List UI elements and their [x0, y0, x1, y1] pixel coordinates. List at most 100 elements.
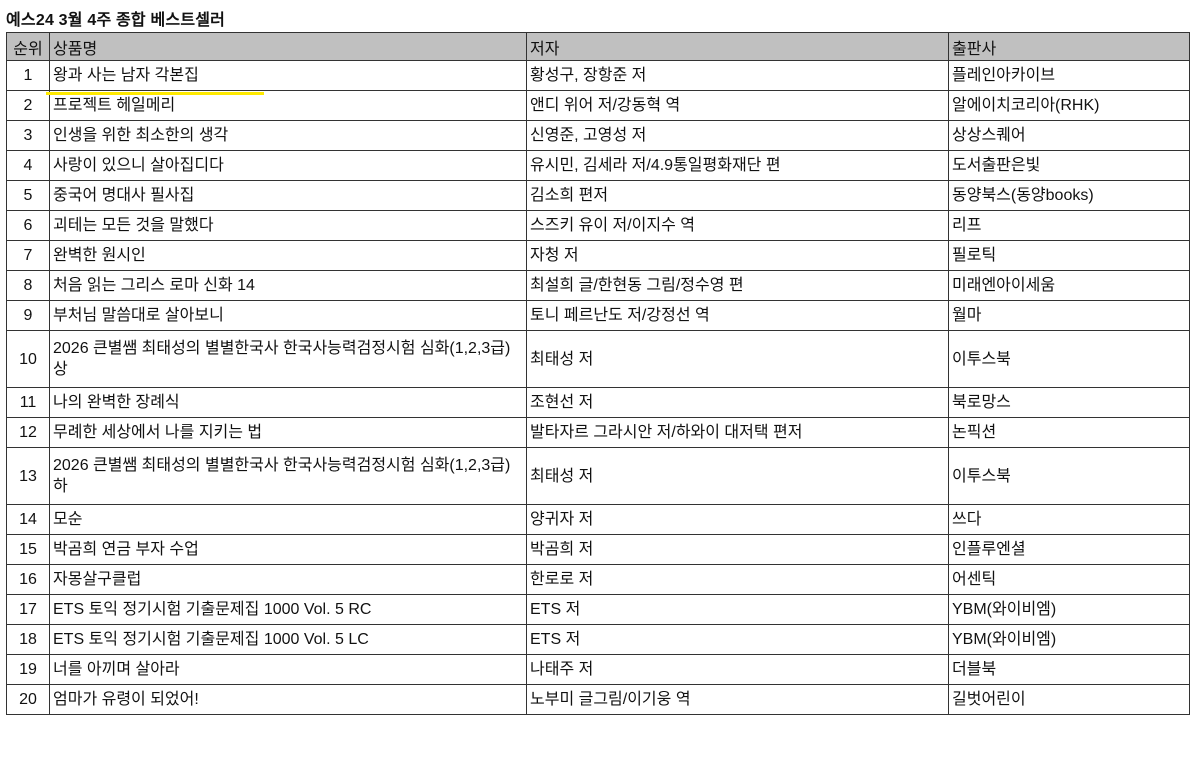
publisher-cell: 이투스북	[948, 447, 1190, 505]
author-cell: 최태성 저	[526, 447, 949, 505]
table-row: 10 2026 큰별쌤 최태성의 별별한국사 한국사능력검정시험 심화(1,2,3…	[6, 330, 1190, 388]
publisher-cell: 월마	[948, 300, 1190, 331]
rank-cell: 20	[6, 684, 50, 715]
table-row: 4 사랑이 있으니 살아집디다 유시민, 김세라 저/4.9통일평화재단 편 도서출판…	[6, 150, 1190, 181]
rank-cell: 18	[6, 624, 50, 655]
rank-cell: 8	[6, 270, 50, 301]
column-header-publisher: 출판사	[948, 32, 1190, 61]
table-row: 1 왕과 사는 남자 각본집 황성구, 장항준 저 플레인아카이브	[6, 60, 1190, 91]
publisher-cell: 알에이치코리아(RHK)	[948, 90, 1190, 121]
highlight-underline	[46, 92, 264, 95]
title-cell: 인생을 위한 최소한의 생각	[49, 120, 527, 151]
title-cell: 모순	[49, 504, 527, 535]
title-cell: ETS 토익 정기시험 기출문제집 1000 Vol. 5 RC	[49, 594, 527, 625]
author-cell: 앤디 위어 저/강동혁 역	[526, 90, 949, 121]
publisher-cell: 동양북스(동양books)	[948, 180, 1190, 211]
rank-cell: 3	[6, 120, 50, 151]
title-cell: 나의 완벽한 장례식	[49, 387, 527, 418]
title-cell: 사랑이 있으니 살아집디다	[49, 150, 527, 181]
table-row: 5 중국어 명대사 필사집 김소희 편저 동양북스(동양books)	[6, 180, 1190, 211]
title-cell: 너를 아끼며 살아라	[49, 654, 527, 685]
author-cell: 신영준, 고영성 저	[526, 120, 949, 151]
author-cell: 김소희 편저	[526, 180, 949, 211]
table-row: 15 박곰희 연금 부자 수업 박곰희 저 인플루엔셜	[6, 534, 1190, 565]
author-cell: ETS 저	[526, 594, 949, 625]
rank-cell: 13	[6, 447, 50, 505]
publisher-cell: 쓰다	[948, 504, 1190, 535]
publisher-cell: 더블북	[948, 654, 1190, 685]
bestseller-table: 순위 상품명 저자 출판사 1 왕과 사는 남자 각본집 황성구, 장항준 저 플레인…	[6, 32, 1190, 715]
publisher-cell: YBM(와이비엠)	[948, 624, 1190, 655]
publisher-cell: 상상스퀘어	[948, 120, 1190, 151]
rank-cell: 17	[6, 594, 50, 625]
column-header-author: 저자	[526, 32, 949, 61]
rank-cell: 14	[6, 504, 50, 535]
column-header-rank: 순위	[6, 32, 50, 61]
author-cell: 양귀자 저	[526, 504, 949, 535]
author-cell: 최설희 글/한현동 그림/정수영 편	[526, 270, 949, 301]
author-cell: 스즈키 유이 저/이지수 역	[526, 210, 949, 241]
title-cell: 처음 읽는 그리스 로마 신화 14	[49, 270, 527, 301]
table-row: 2 프로젝트 헤일메리 앤디 위어 저/강동혁 역 알에이치코리아(RHK)	[6, 90, 1190, 121]
rank-cell: 7	[6, 240, 50, 271]
publisher-cell: 길벗어린이	[948, 684, 1190, 715]
rank-cell: 19	[6, 654, 50, 685]
table-row: 9 부처님 말씀대로 살아보니 토니 페르난도 저/강정선 역 월마	[6, 300, 1190, 331]
table-row: 19 너를 아끼며 살아라 나태주 저 더블북	[6, 654, 1190, 685]
table-row: 8 처음 읽는 그리스 로마 신화 14 최설희 글/한현동 그림/정수영 편 미래엔…	[6, 270, 1190, 301]
publisher-cell: 미래엔아이세움	[948, 270, 1190, 301]
title-cell: 2026 큰별쌤 최태성의 별별한국사 한국사능력검정시험 심화(1,2,3급)…	[49, 447, 527, 505]
rank-cell: 2	[6, 90, 50, 121]
author-cell: 조현선 저	[526, 387, 949, 418]
title-cell: 프로젝트 헤일메리	[49, 90, 527, 121]
rank-cell: 15	[6, 534, 50, 565]
title-cell: ETS 토익 정기시험 기출문제집 1000 Vol. 5 LC	[49, 624, 527, 655]
table-row: 14 모순 양귀자 저 쓰다	[6, 504, 1190, 535]
table-row: 16 자몽살구클럽 한로로 저 어센틱	[6, 564, 1190, 595]
author-cell: ETS 저	[526, 624, 949, 655]
author-cell: 한로로 저	[526, 564, 949, 595]
rank-cell: 1	[6, 60, 50, 91]
rank-cell: 12	[6, 417, 50, 448]
title-cell: 박곰희 연금 부자 수업	[49, 534, 527, 565]
rank-cell: 5	[6, 180, 50, 211]
publisher-cell: 플레인아카이브	[948, 60, 1190, 91]
author-cell: 자청 저	[526, 240, 949, 271]
title-cell: 자몽살구클럽	[49, 564, 527, 595]
column-header-title: 상품명	[49, 32, 527, 61]
title-cell: 완벽한 원시인	[49, 240, 527, 271]
table-row: 7 완벽한 원시인 자청 저 필로틱	[6, 240, 1190, 271]
author-cell: 황성구, 장항준 저	[526, 60, 949, 91]
rank-cell: 16	[6, 564, 50, 595]
publisher-cell: 이투스북	[948, 330, 1190, 388]
publisher-cell: 인플루엔셜	[948, 534, 1190, 565]
author-cell: 박곰희 저	[526, 534, 949, 565]
author-cell: 발타자르 그라시안 저/하와이 대저택 편저	[526, 417, 949, 448]
title-cell: 왕과 사는 남자 각본집	[49, 60, 527, 91]
table-row: 6 괴테는 모든 것을 말했다 스즈키 유이 저/이지수 역 리프	[6, 210, 1190, 241]
page-title: 예스24 3월 4주 종합 베스트셀러	[6, 12, 226, 29]
rank-cell: 6	[6, 210, 50, 241]
publisher-cell: 어센틱	[948, 564, 1190, 595]
title-cell: 부처님 말씀대로 살아보니	[49, 300, 527, 331]
table-row: 11 나의 완벽한 장례식 조현선 저 북로망스	[6, 387, 1190, 418]
table-row: 20 엄마가 유령이 되었어! 노부미 글그림/이기웅 역 길벗어린이	[6, 684, 1190, 715]
author-cell: 토니 페르난도 저/강정선 역	[526, 300, 949, 331]
publisher-cell: YBM(와이비엠)	[948, 594, 1190, 625]
author-cell: 최태성 저	[526, 330, 949, 388]
title-cell: 중국어 명대사 필사집	[49, 180, 527, 211]
author-cell: 유시민, 김세라 저/4.9통일평화재단 편	[526, 150, 949, 181]
table-row: 12 무례한 세상에서 나를 지키는 법 발타자르 그라시안 저/하와이 대저택 편…	[6, 417, 1190, 448]
publisher-cell: 북로망스	[948, 387, 1190, 418]
rank-cell: 11	[6, 387, 50, 418]
title-cell: 2026 큰별쌤 최태성의 별별한국사 한국사능력검정시험 심화(1,2,3급)…	[49, 330, 527, 388]
table-row: 3 인생을 위한 최소한의 생각 신영준, 고영성 저 상상스퀘어	[6, 120, 1190, 151]
rank-cell: 9	[6, 300, 50, 331]
publisher-cell: 논픽션	[948, 417, 1190, 448]
rank-cell: 10	[6, 330, 50, 388]
title-cell: 괴테는 모든 것을 말했다	[49, 210, 527, 241]
table-header-row: 순위 상품명 저자 출판사	[6, 32, 1190, 61]
rank-cell: 4	[6, 150, 50, 181]
